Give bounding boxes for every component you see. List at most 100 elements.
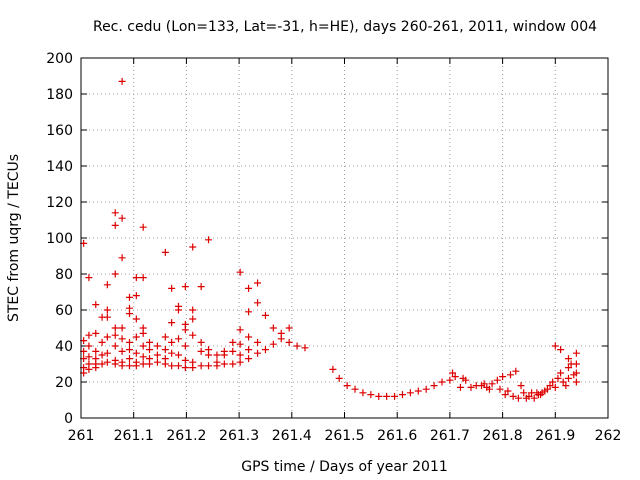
data-point [174,351,182,359]
axis-ticks: 261 261.1 261.2 261.3 261.4 261.5 261.6 261.7 26… [46,51,621,444]
data-point [543,385,551,393]
data-point [414,387,422,395]
data-point [375,392,383,400]
data-point [103,281,111,289]
data-point [189,315,197,323]
data-point [139,223,147,231]
data-point [236,351,244,359]
data-point [329,365,337,373]
x-tick-label: 261.1 [114,428,154,444]
data-point [254,299,262,307]
y-tick-label: 100 [46,231,73,247]
plot-frame [80,57,609,419]
data-point [254,338,262,346]
data-point [236,358,244,366]
data-point [85,274,93,282]
data-point [517,382,525,390]
x-tick-label: 261.5 [324,428,364,444]
data-point [391,392,399,400]
data-point [564,374,572,382]
data-point [245,308,253,316]
data-point [111,209,119,217]
data-point [562,382,570,390]
data-point [501,391,509,399]
data-point [168,349,176,357]
data-point [146,338,154,346]
grid-lines [81,58,608,418]
data-point [367,391,375,399]
data-point [488,380,496,388]
data-point [189,306,197,314]
data-point [111,221,119,229]
data-point [132,274,140,282]
data-point [125,346,133,354]
data-point [301,344,309,352]
data-point [168,319,176,327]
data-point [168,338,176,346]
data-point [181,283,189,291]
data-point [174,306,182,314]
data-point [181,364,189,372]
data-point [125,293,133,301]
data-point [245,346,253,354]
data-point [174,362,182,370]
data-point [205,362,213,370]
data-point [220,351,228,359]
data-point [139,353,147,361]
data-point [229,360,237,368]
y-tick-label: 60 [55,303,73,319]
data-point [557,369,565,377]
data-point [139,329,147,337]
data-point [181,326,189,334]
data-point [530,394,538,402]
data-point [254,279,262,287]
x-tick-label: 262 [595,428,622,444]
y-tick-label: 0 [64,411,73,427]
y-tick-label: 180 [46,87,73,103]
x-tick-label: 261.4 [272,428,312,444]
data-point [504,387,512,395]
data-point [269,340,277,348]
data-point [572,378,580,386]
data-point [132,315,140,323]
data-point [189,331,197,339]
data-point [446,376,454,384]
data-point [132,349,140,357]
x-tick-label: 261.7 [430,428,470,444]
data-point [285,338,293,346]
data-point [146,346,154,354]
data-point [98,351,106,359]
data-point [229,338,237,346]
data-point [118,77,126,85]
data-point [496,385,504,393]
data-point [507,371,515,379]
data-point [430,382,438,390]
data-point [111,270,119,278]
data-points [80,77,580,402]
data-point [245,284,253,292]
data-point [564,364,572,372]
y-tick-label: 20 [55,375,73,391]
data-point [546,382,554,390]
data-point [213,351,221,359]
data-point [549,378,557,386]
y-tick-label: 120 [46,195,73,211]
data-point [103,349,111,357]
data-point [139,342,147,350]
data-point [572,349,580,357]
data-point [168,284,176,292]
y-tick-label: 200 [46,51,73,67]
data-point [564,355,572,363]
data-point [335,374,343,382]
data-point [557,346,565,354]
data-point [118,347,126,355]
data-point [132,362,140,370]
data-point [161,360,169,368]
data-point [118,362,126,370]
data-point [103,306,111,314]
data-point [85,365,93,373]
data-point [118,324,126,332]
data-point [551,383,559,391]
data-point [132,292,140,300]
data-point [499,373,507,381]
